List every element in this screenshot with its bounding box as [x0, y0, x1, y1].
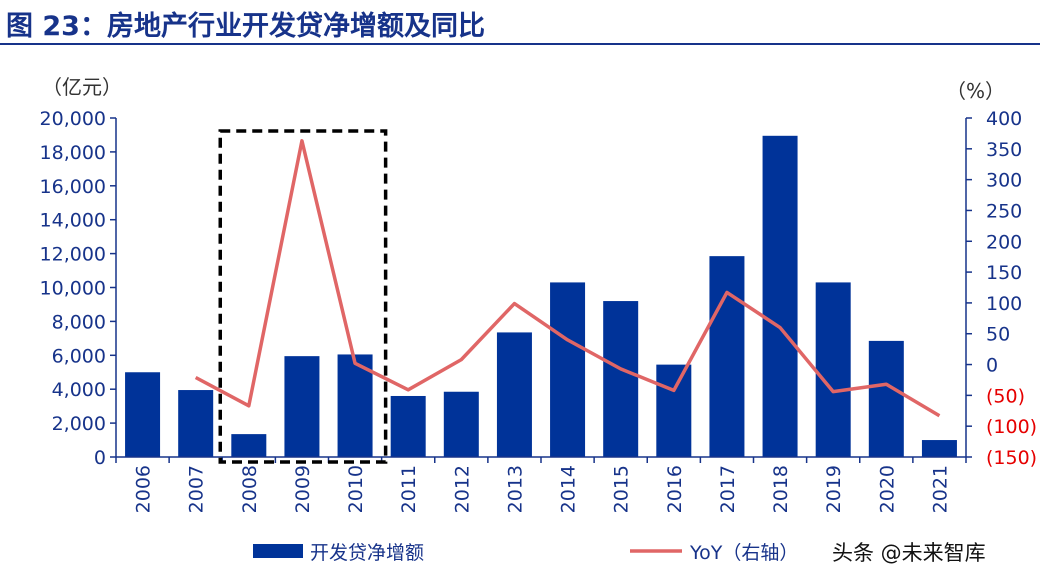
left-axis-unit: （亿元） [42, 75, 122, 99]
left-tick-label: 14,000 [40, 210, 106, 232]
right-tick-label: 100 [986, 293, 1022, 315]
bar-2009 [284, 356, 320, 457]
right-tick-label: 150 [986, 262, 1022, 284]
x-tick-label: 2013 [504, 465, 526, 513]
highlight-box [218, 129, 388, 464]
legend: 开发贷净增额 YoY（右轴） [253, 542, 798, 564]
bar-2016 [656, 364, 692, 457]
bar-2012 [443, 391, 479, 457]
bar-2021 [921, 440, 957, 457]
bar-2014 [550, 282, 586, 457]
bar-2018 [762, 135, 798, 458]
right-tick-label: (150) [986, 447, 1037, 469]
right-tick-label: 300 [986, 170, 1022, 192]
x-tick-label: 2006 [133, 465, 155, 513]
x-tick-label: 2019 [823, 465, 845, 513]
left-tick-label: 10,000 [40, 278, 106, 300]
bar-2013 [496, 332, 532, 457]
bar-2020 [868, 340, 904, 457]
left-tick-label: 12,000 [40, 244, 106, 266]
bar-2006 [125, 372, 161, 457]
right-tick-label: 0 [986, 355, 998, 377]
bar-2008 [231, 434, 267, 457]
legend-line-label: YoY（右轴） [689, 542, 798, 564]
bar-2007 [178, 390, 214, 457]
right-tick-label: 50 [986, 324, 1010, 346]
axes: 0 2,000 4,000 6,000 8,000 10,000 12,000 14,000 1… [40, 75, 1038, 513]
x-tick-label: 2021 [929, 465, 951, 513]
bar-2017 [709, 256, 745, 457]
bar-2011 [390, 395, 426, 457]
left-tick-label: 8,000 [52, 311, 106, 333]
x-tick-label: 2009 [292, 465, 314, 513]
right-tick-label: (50) [986, 385, 1025, 407]
chart-title: 图 23：房地产行业开发贷净增额及同比 [6, 11, 485, 42]
left-tick-label: 0 [94, 447, 106, 469]
x-tick-label: 2018 [770, 465, 792, 513]
bar-series [125, 135, 957, 458]
title-underline [0, 43, 1040, 45]
x-tick-label: 2020 [876, 465, 898, 513]
right-tick-label: 200 [986, 231, 1022, 253]
left-tick-label: 18,000 [40, 142, 106, 164]
bar-2019 [815, 282, 851, 457]
watermark: 头条 @未来智库 [832, 541, 986, 565]
x-tick-label: 2015 [611, 465, 633, 513]
legend-bar-label: 开发贷净增额 [310, 542, 424, 564]
left-tick-label: 4,000 [52, 379, 106, 401]
highlight-dashed-rect [218, 129, 388, 464]
left-tick-label: 6,000 [52, 345, 106, 367]
x-tick-label: 2012 [451, 465, 473, 513]
x-tick-label: 2016 [664, 465, 686, 513]
bar-2015 [603, 301, 639, 457]
yoy-line-series [194, 139, 941, 418]
x-tick-label: 2008 [239, 465, 261, 513]
right-tick-label: 250 [986, 200, 1022, 222]
right-tick-label: (100) [986, 416, 1037, 438]
right-axis-unit: （%） [946, 79, 1005, 103]
left-tick-label: 20,000 [40, 108, 106, 130]
right-tick-label: 350 [986, 139, 1022, 161]
left-tick-label: 2,000 [52, 413, 106, 435]
legend-bar-swatch [253, 544, 303, 558]
x-tick-label: 2007 [186, 465, 208, 513]
x-tick-label: 2010 [345, 465, 367, 513]
right-tick-label: 400 [986, 108, 1022, 130]
x-tick-label: 2014 [558, 465, 580, 513]
left-tick-label: 16,000 [40, 176, 106, 198]
bar-2010 [337, 354, 373, 457]
x-tick-label: 2017 [717, 465, 739, 513]
x-tick-label: 2011 [398, 465, 420, 513]
